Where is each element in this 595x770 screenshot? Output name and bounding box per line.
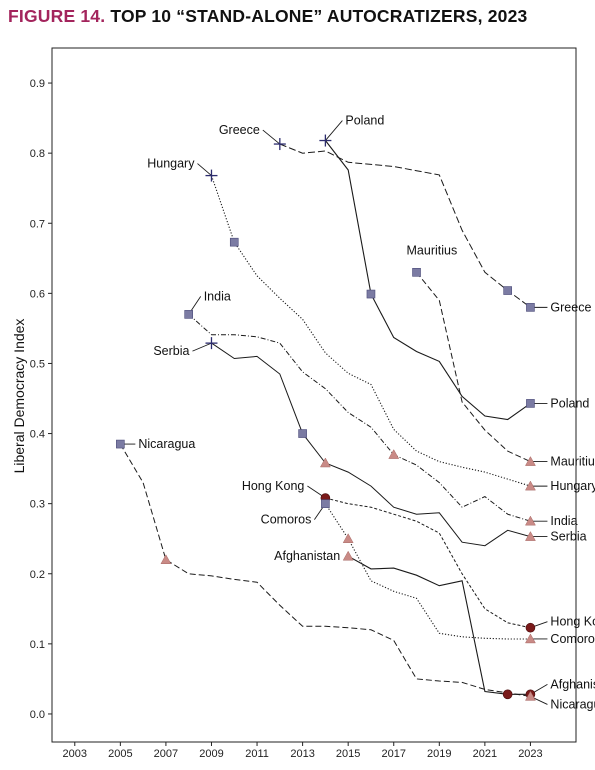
marker-india-2008 (184, 310, 193, 319)
figure-title: FIGURE 14. TOP 10 “STAND-ALONE” AUTOCRAT… (8, 6, 527, 27)
marker-nicaragua-2007 (160, 554, 172, 564)
label-mauritius-2023: Mauritius (550, 455, 595, 469)
marker-serbia-2009 (205, 337, 218, 350)
label-nicaragua-2023: Nicaragua (550, 697, 595, 711)
figure-number: FIGURE 14. (8, 6, 106, 26)
marker-greece-2012 (273, 138, 286, 151)
marker-poland-2023 (526, 399, 535, 408)
label-afghanistan-2023: Afghanistan (550, 677, 595, 691)
series-line-mauritius (416, 271, 531, 463)
marker-afghanistan-2015 (342, 550, 354, 561)
y-axis-label: Liberal Democracy Index (11, 319, 27, 474)
y-axis: 0.0 0.1 0.2 0.3 0.4 0.5 0.6 0.7 0.8 0.9 (30, 78, 52, 721)
series-line-serbia (211, 342, 531, 547)
label-india-2023: India (550, 514, 577, 528)
label-hong-kong-2023: Hong Kong (550, 615, 595, 629)
figure-title-text: TOP 10 “STAND-ALONE” AUTOCRATIZERS, 2023 (110, 6, 528, 26)
marker-comoros-2015 (342, 533, 354, 543)
y-tick-label: 0.8 (30, 148, 45, 160)
marker-poland-2016 (366, 289, 376, 299)
series-lines (119, 140, 531, 697)
label-comoros-2023: Comoros (550, 632, 595, 646)
series-line-hungary (210, 175, 531, 487)
x-tick-label: 2019 (427, 748, 451, 760)
series-line-nicaragua (119, 443, 531, 697)
leader-greece-2012 (262, 129, 281, 145)
label-afghanistan-2015: Afghanistan (274, 549, 340, 563)
x-tick-label: 2017 (381, 748, 405, 760)
marker-india-2017 (388, 449, 400, 459)
marker-comoros-2023 (525, 633, 536, 644)
series-line-afghanistan (347, 555, 531, 695)
series-line-greece (279, 143, 531, 308)
x-axis: 2003 2005 2007 2009 2011 2013 2015 2017 2019 2021… (63, 742, 543, 760)
marker-hungary-2023 (525, 480, 536, 491)
x-tick-label: 2003 (63, 748, 87, 760)
label-hungary-2009: Hungary (147, 157, 195, 171)
label-poland-2014: Poland (345, 114, 384, 128)
y-tick-label: 0.2 (30, 569, 45, 581)
leader-hungary-2009 (197, 163, 212, 176)
y-tick-label: 0.0 (30, 709, 45, 721)
series-line-hong-kong (325, 497, 531, 629)
marker-serbia-2014 (319, 457, 331, 468)
marker-greece-2022 (503, 286, 512, 295)
marker-poland-2014 (319, 134, 332, 147)
marker-nicaragua-2005 (116, 439, 125, 449)
series-labels: Greece Greece Poland Poland Mauritius Mauriti… (138, 114, 595, 712)
label-poland-2023: Poland (550, 396, 589, 410)
label-mauritius-2018: Mauritius (407, 243, 458, 257)
marker-greece-2023 (526, 303, 535, 312)
x-tick-label: 2015 (336, 748, 360, 760)
series-markers (116, 134, 536, 701)
series-line-india (188, 314, 531, 522)
y-tick-label: 0.4 (30, 429, 45, 441)
marker-hungary-2009 (205, 169, 218, 182)
marker-hungary-2010 (229, 237, 239, 247)
label-greece-2023: Greece (550, 300, 591, 314)
label-leaders (120, 120, 548, 705)
x-tick-label: 2007 (154, 748, 178, 760)
leader-serbia-2009 (192, 342, 212, 352)
x-tick-label: 2011 (245, 748, 269, 760)
marker-afghanistan-2022 (502, 689, 513, 700)
y-tick-label: 0.3 (30, 499, 45, 511)
marker-mauritius-2023 (525, 456, 536, 466)
marker-india-2023 (525, 515, 536, 526)
x-tick-label: 2021 (473, 748, 497, 760)
label-nicaragua-2005: Nicaragua (138, 437, 195, 451)
label-india-2008: India (204, 289, 231, 303)
y-tick-label: 0.1 (30, 639, 45, 651)
y-tick-label: 0.5 (30, 358, 45, 370)
x-tick-label: 2023 (518, 748, 542, 760)
y-tick-label: 0.7 (30, 218, 45, 230)
marker-comoros-2014 (321, 499, 330, 508)
y-tick-label: 0.6 (30, 288, 45, 300)
y-tick-label: 0.9 (30, 78, 45, 90)
leader-poland-2014 (325, 120, 343, 141)
series-line-poland (324, 140, 531, 421)
marker-nicaragua-2023 (525, 690, 536, 701)
series-line-comoros (324, 503, 531, 640)
plot-frame (51, 47, 577, 743)
x-tick-label: 2005 (108, 748, 132, 760)
label-comoros-2014: Comoros (261, 513, 312, 527)
marker-mauritius-2018 (412, 268, 421, 277)
label-greece-2012: Greece (219, 123, 260, 137)
label-serbia-2023: Serbia (550, 530, 586, 544)
marker-hong-kong-2023 (525, 622, 536, 633)
marker-serbia-2023 (525, 531, 536, 541)
x-tick-label: 2009 (199, 748, 223, 760)
label-hungary-2023: Hungary (550, 479, 595, 493)
marker-serbia-2013 (298, 429, 307, 438)
label-hong-kong-2014: Hong Kong (242, 479, 305, 493)
label-serbia-2009: Serbia (153, 344, 189, 358)
x-tick-label: 2013 (290, 748, 314, 760)
